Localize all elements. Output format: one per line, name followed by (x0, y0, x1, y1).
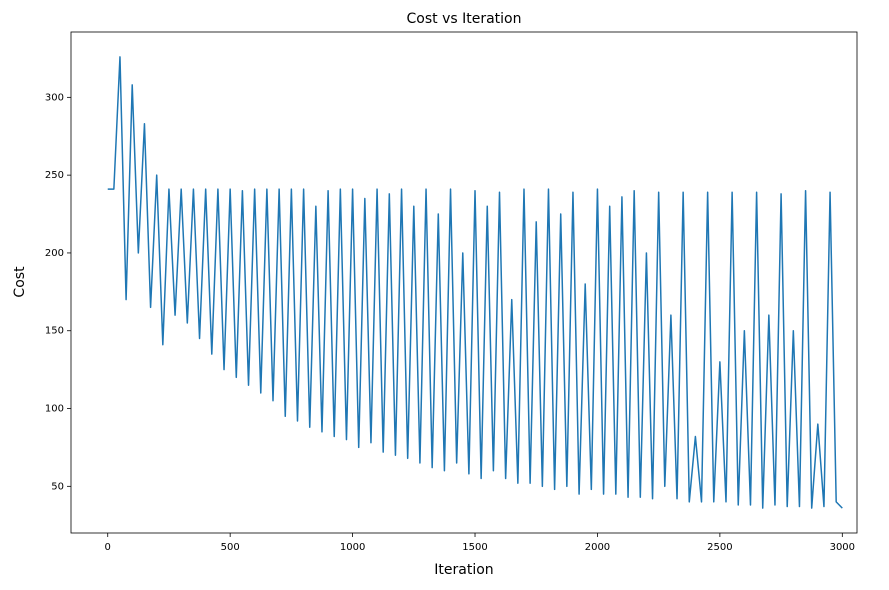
x-tick-label: 1000 (340, 542, 365, 553)
x-tick-label: 2000 (585, 542, 610, 553)
axes-frame (70, 31, 858, 534)
y-tick-label: 300 (45, 92, 64, 103)
x-tick-label: 1500 (462, 542, 487, 553)
y-tick-label: 200 (45, 248, 64, 259)
x-tick-label: 500 (221, 542, 240, 553)
chart-title: Cost vs Iteration (407, 11, 522, 27)
plot-area (107, 56, 843, 509)
y-tick-label: 50 (51, 481, 64, 492)
x-tick-label: 2500 (707, 542, 732, 553)
x-axis-label: Iteration (434, 562, 493, 578)
x-tick-label: 3000 (830, 542, 855, 553)
y-tick-label: 150 (45, 326, 64, 337)
y-tick-label: 250 (45, 170, 64, 181)
y-axis-label: Cost (12, 266, 28, 298)
x-tick-label: 0 (105, 542, 111, 553)
y-tick-label: 100 (45, 404, 64, 415)
line-series (107, 56, 843, 509)
